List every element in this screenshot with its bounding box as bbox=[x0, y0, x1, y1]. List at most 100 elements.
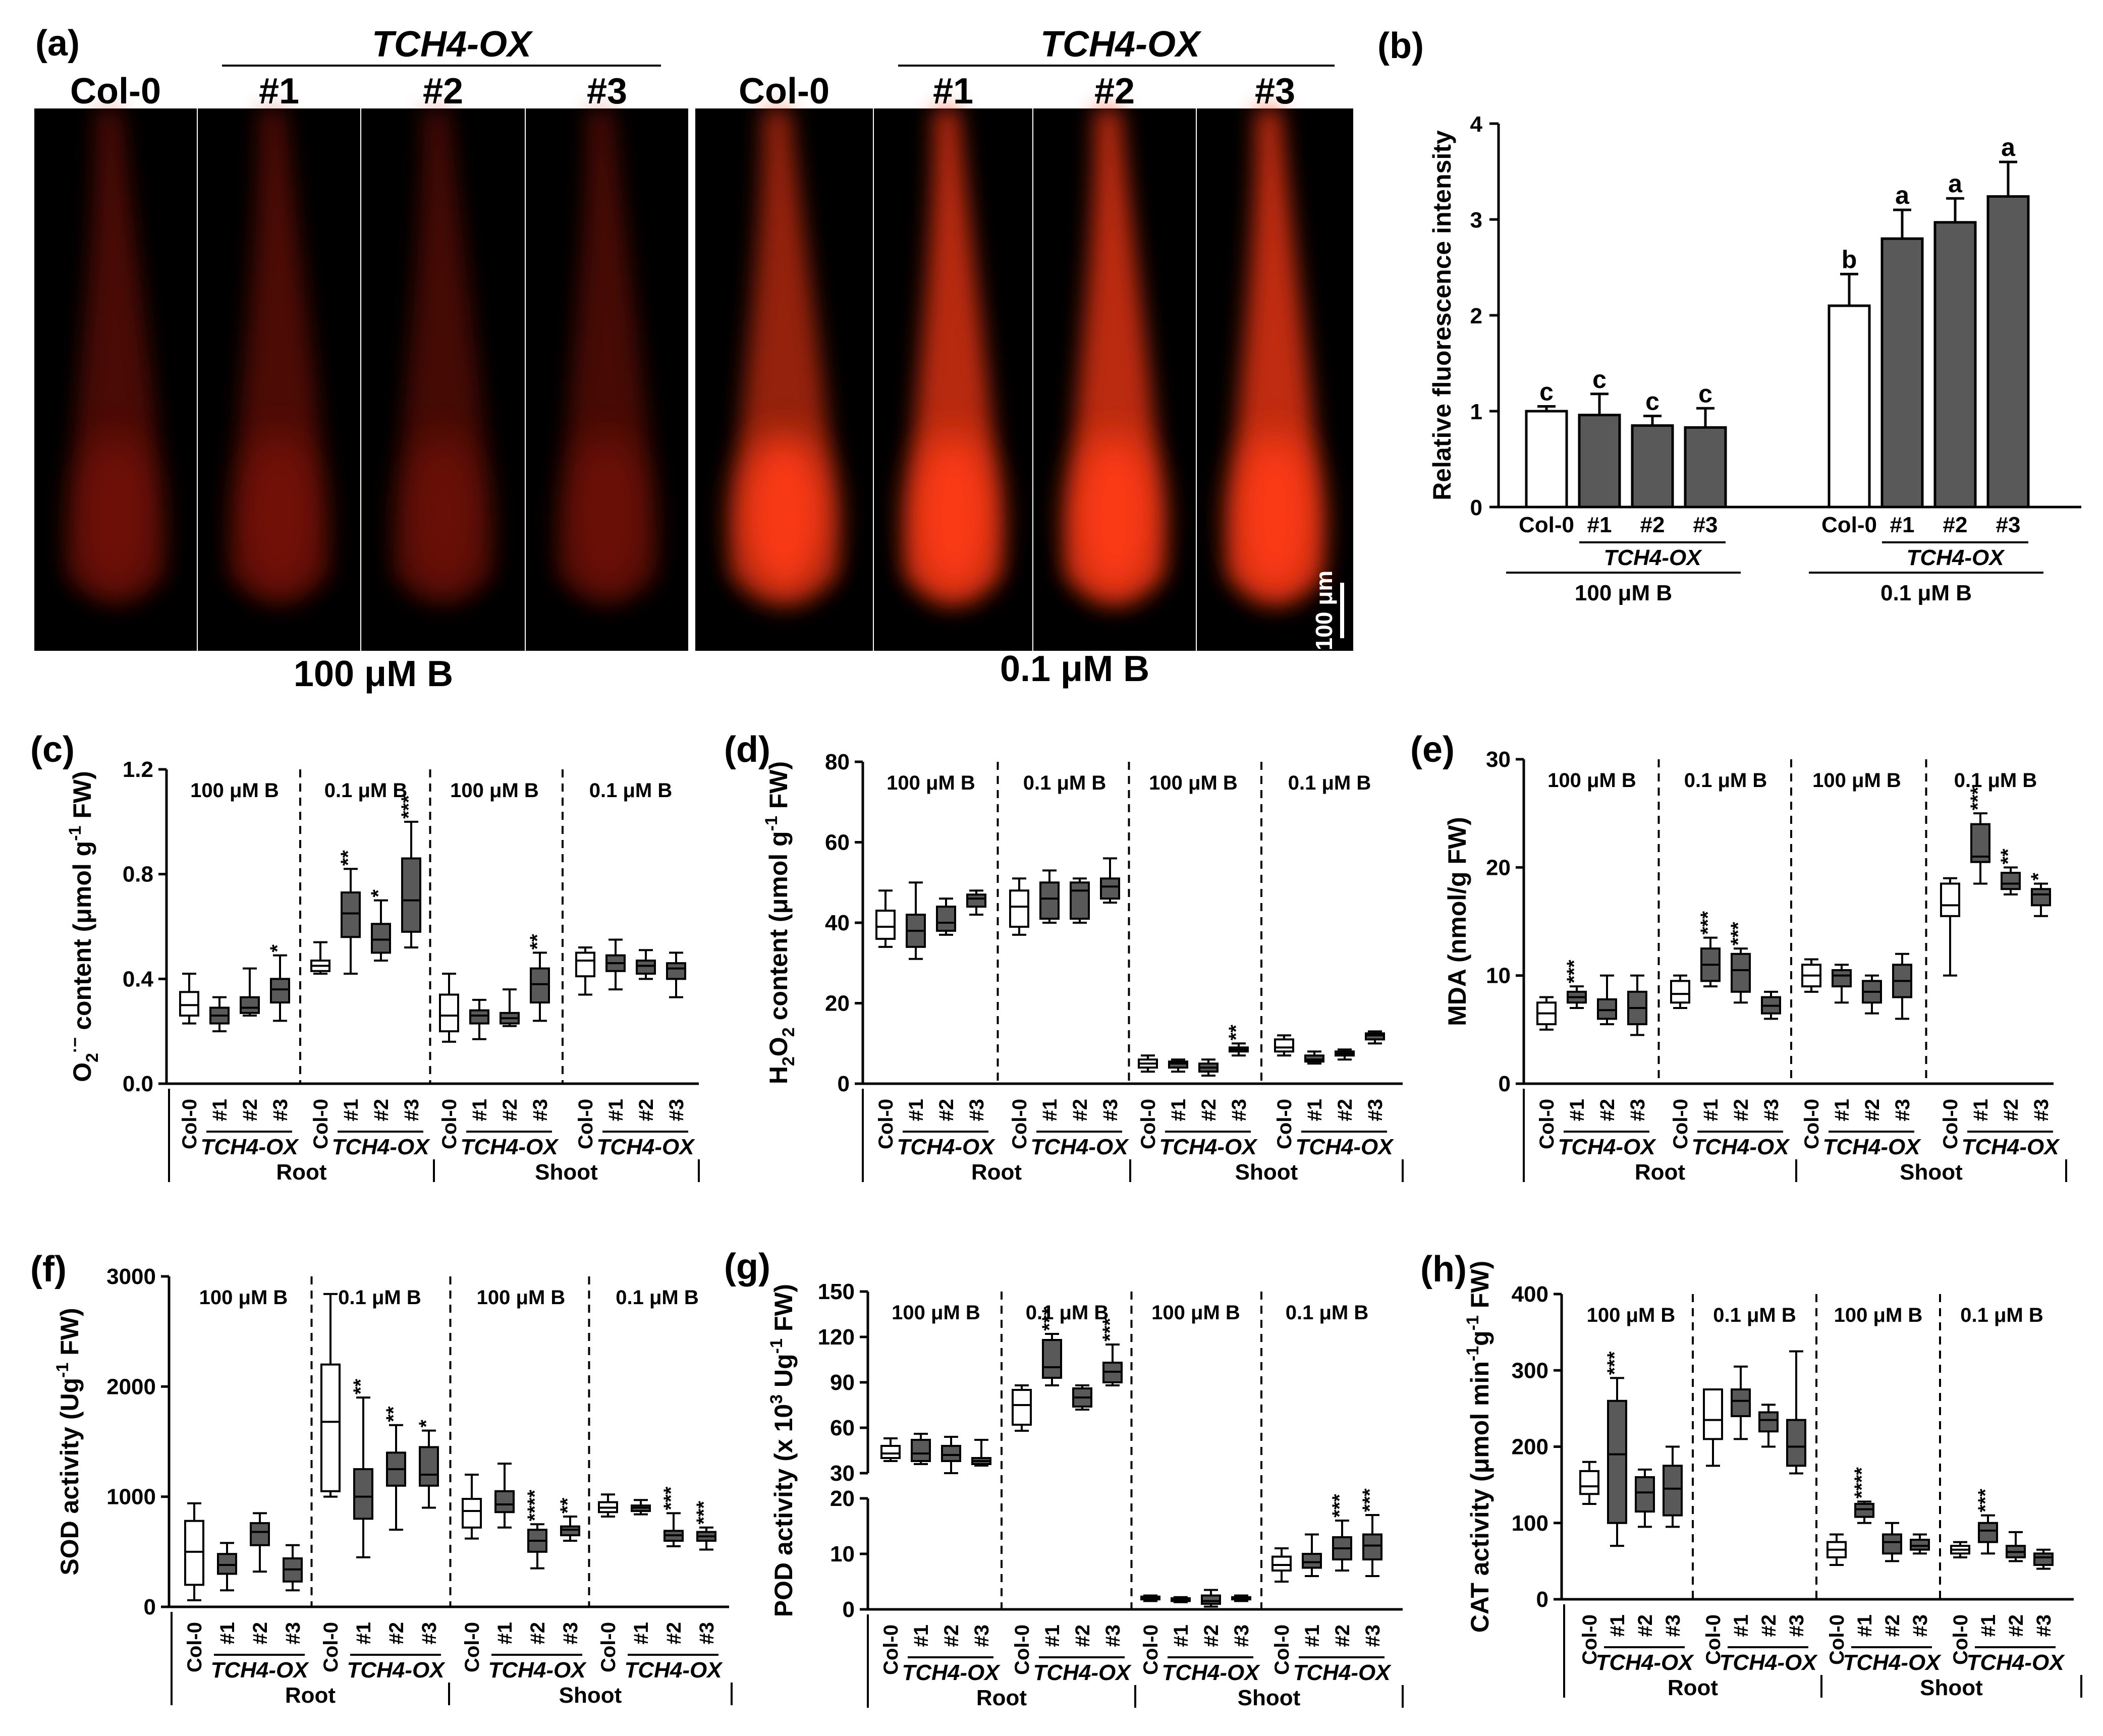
x-tick-label-g: #2 bbox=[1332, 1625, 1354, 1647]
column-label-4: Col-0 bbox=[739, 71, 829, 111]
group-label-d: 0.1 μM B bbox=[1288, 772, 1371, 794]
box-c-0 bbox=[179, 991, 199, 1017]
x-tick-label-h: #3 bbox=[2033, 1614, 2055, 1637]
significance-stars: *** bbox=[1974, 1488, 1997, 1512]
x-tick-label-e: #2 bbox=[1861, 1099, 1884, 1122]
x-tick-label-f: Col-0 bbox=[461, 1622, 483, 1672]
y-axis-label-part: CAT activity (μmol min bbox=[1466, 1361, 1494, 1633]
significance-stars: *** bbox=[398, 795, 420, 819]
tch4-label-c: TCH4-OX bbox=[331, 1135, 430, 1159]
y-tick-label-g: 150 bbox=[818, 1279, 855, 1304]
box-h-1 bbox=[1607, 1399, 1627, 1524]
box-h-15 bbox=[2033, 1552, 2054, 1566]
y-axis-label-part: H bbox=[764, 1066, 793, 1084]
tissue-label-e: Shoot bbox=[1900, 1160, 1963, 1185]
y-axis-label-part: SOD activity (Ug bbox=[56, 1378, 84, 1576]
panel-label-f: (f) bbox=[30, 1249, 67, 1290]
x-tick-label-h: #2 bbox=[1758, 1614, 1780, 1637]
box-c-8 bbox=[439, 993, 459, 1033]
box-h-6 bbox=[1758, 1411, 1779, 1433]
box-h-2 bbox=[1635, 1476, 1655, 1513]
box-c-7 bbox=[401, 857, 421, 933]
panel-label-g: (g) bbox=[724, 1247, 770, 1287]
bar-1-0 bbox=[1828, 304, 1871, 509]
tch4-label-e: TCH4-OX bbox=[1691, 1135, 1790, 1159]
y-tick-label-h: 200 bbox=[1512, 1435, 1548, 1460]
box-c-3 bbox=[270, 978, 290, 1004]
x-tick-label-d: Col-0 bbox=[1137, 1099, 1159, 1149]
box-f-5 bbox=[353, 1468, 373, 1520]
group-label-c: 0.1 μM B bbox=[589, 779, 673, 802]
y-tick-label-b: 3 bbox=[1470, 208, 1482, 233]
x-tick-label-b: Col-0 bbox=[1519, 513, 1574, 537]
x-tick-label-f: Col-0 bbox=[184, 1622, 206, 1672]
y-tick-label-g: 10 bbox=[830, 1542, 855, 1566]
x-tick-label-d: #1 bbox=[1168, 1099, 1190, 1122]
y-axis-label-part: FW) bbox=[769, 1284, 798, 1338]
y-axis-label-e: MDA (nmol/g FW) bbox=[1443, 817, 1471, 1026]
group-label-e: 100 μM B bbox=[1812, 769, 1901, 792]
bar-0-1 bbox=[1578, 414, 1621, 509]
y-axis-label-part: content (μmol g bbox=[764, 831, 793, 1027]
x-tick-label-f: #2 bbox=[249, 1622, 271, 1645]
tch4-label-f: TCH4-OX bbox=[624, 1658, 723, 1683]
group-label-c: 0.1 μM B bbox=[324, 779, 408, 802]
tissue-label-f: Root bbox=[285, 1683, 336, 1708]
panel-label-h: (h) bbox=[1420, 1249, 1467, 1290]
box-h-9 bbox=[1854, 1502, 1874, 1518]
x-tick-label-c: #2 bbox=[499, 1099, 521, 1122]
y-axis-label-part: O bbox=[764, 1037, 793, 1056]
root-tip-glow bbox=[1073, 434, 1156, 595]
box-e-6 bbox=[1731, 953, 1751, 993]
box-g-1 bbox=[911, 1439, 931, 1462]
x-tick-label-h: Col-0 bbox=[1950, 1614, 1972, 1665]
y-tick-label-e: 20 bbox=[1486, 855, 1511, 880]
x-tick-label-e: #1 bbox=[1700, 1099, 1722, 1122]
x-tick-label-e: #1 bbox=[1566, 1099, 1588, 1122]
box-e-12 bbox=[1940, 882, 1960, 917]
y-axis-label-part: content (μmol g bbox=[68, 841, 96, 1037]
box-d-5 bbox=[1039, 881, 1060, 920]
bar-0-3 bbox=[1684, 426, 1727, 509]
x-tick-label-e: #1 bbox=[1831, 1099, 1853, 1122]
x-tick-label-c: #1 bbox=[469, 1099, 491, 1122]
root-tip-glow bbox=[739, 434, 829, 595]
tissue-label-c: Shoot bbox=[535, 1160, 598, 1185]
condition-label-b: 0.1 μM B bbox=[1880, 581, 1972, 605]
x-tick-label-g: #1 bbox=[1170, 1625, 1192, 1647]
y-tick-label-g: 90 bbox=[830, 1370, 855, 1395]
box-e-4 bbox=[1670, 980, 1690, 1004]
box-h-11 bbox=[1910, 1539, 1930, 1551]
x-tick-label-g: #3 bbox=[1362, 1625, 1384, 1647]
significance-stars: ** bbox=[557, 1497, 579, 1514]
column-label-2: #2 bbox=[423, 71, 463, 111]
x-tick-label-f: #1 bbox=[630, 1622, 652, 1645]
x-tick-label-f: #2 bbox=[527, 1622, 549, 1645]
significance-stars: ** bbox=[382, 1406, 405, 1422]
significance-stars: **** bbox=[1851, 1467, 1873, 1499]
tch4-label-f: TCH4-OX bbox=[488, 1658, 587, 1683]
x-tick-label-b: #2 bbox=[1943, 513, 1968, 537]
x-tick-label-e: #2 bbox=[1730, 1099, 1752, 1122]
y-tick-label-g: 30 bbox=[830, 1461, 855, 1486]
bar-1-1 bbox=[1880, 237, 1924, 509]
x-tick-label-g: #2 bbox=[940, 1625, 963, 1647]
y-axis-label-part: g bbox=[1466, 1330, 1494, 1346]
x-tick-label-d: Col-0 bbox=[1009, 1099, 1031, 1149]
micrograph-panel-a: (a) TCH4-OX TCH4-OX Col-0 #1 #2 #3 Col-0 #1 #2 #3 1… bbox=[34, 23, 1353, 694]
x-tick-label-d: #2 bbox=[935, 1099, 958, 1122]
x-tick-label-b: Col-0 bbox=[1821, 513, 1877, 537]
box-g-5 bbox=[1042, 1339, 1062, 1379]
box-d-6 bbox=[1070, 881, 1090, 920]
significance-stars: *** bbox=[693, 1501, 715, 1525]
column-label-5: #1 bbox=[933, 71, 973, 111]
root-tip-glow bbox=[401, 434, 485, 595]
significance-stars: * bbox=[266, 944, 289, 953]
tissue-label-h: Shoot bbox=[1920, 1675, 1983, 1700]
x-tick-label-f: #3 bbox=[418, 1622, 440, 1645]
significance-stars: *** bbox=[1603, 1351, 1626, 1375]
x-tick-label-e: Col-0 bbox=[1801, 1099, 1823, 1149]
x-tick-label-h: #2 bbox=[2005, 1614, 2027, 1637]
x-tick-label-e: #3 bbox=[2030, 1099, 2053, 1122]
tch4-label-b: TCH4-OX bbox=[1603, 545, 1702, 570]
